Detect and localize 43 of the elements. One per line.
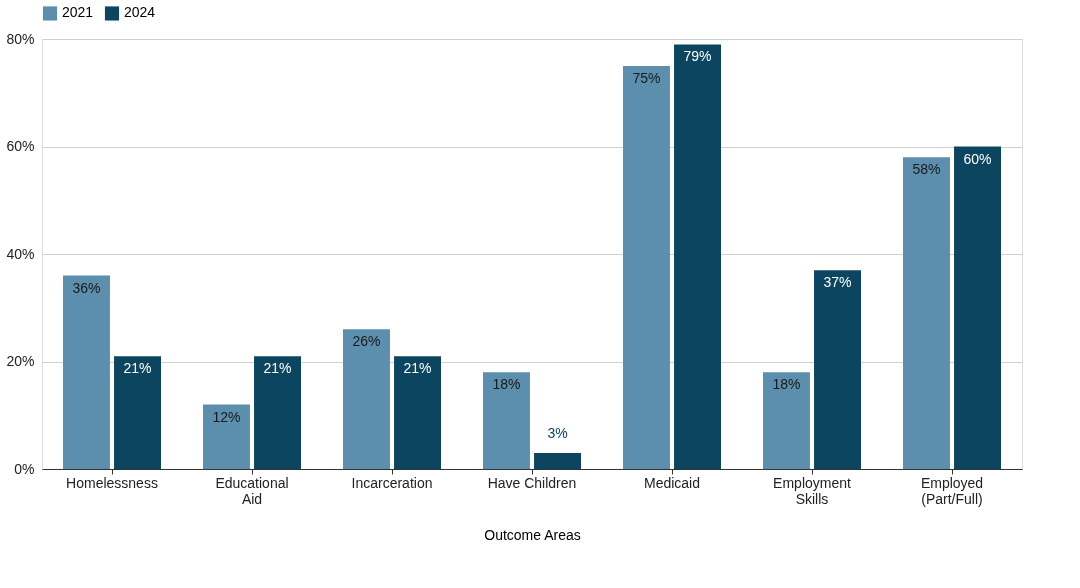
bar (114, 356, 161, 469)
y-tick-label: 40% (6, 245, 35, 262)
x-tick-label: Employed (Part/Full) (920, 474, 984, 507)
data-label: 3% (547, 424, 568, 441)
data-label: 26% (352, 333, 381, 350)
data-label: 37% (823, 274, 852, 291)
data-label: 18% (772, 376, 801, 393)
bar (343, 329, 390, 469)
data-label: 79% (683, 48, 712, 65)
x-tick-label: Incarceration (351, 474, 433, 491)
data-label: 60% (963, 150, 992, 167)
x-tick-label: Educational Aid (215, 474, 289, 507)
y-tick-label: 60% (6, 138, 35, 154)
data-label: 21% (403, 360, 432, 377)
legend-label: 2021 (62, 4, 94, 21)
bar (763, 372, 810, 469)
bar (814, 270, 861, 469)
bar (203, 404, 250, 469)
data-label: 12% (212, 408, 241, 425)
data-label: 58% (912, 161, 941, 178)
x-tick-label: Medicaid (643, 474, 701, 491)
y-tick-label: 20% (6, 353, 35, 369)
bar (674, 44, 721, 469)
bar (534, 452, 581, 469)
bar (394, 356, 441, 469)
data-label: 21% (123, 360, 152, 377)
bar (954, 146, 1001, 469)
legend-label: 2024 (124, 4, 156, 21)
y-tick-label: 80% (6, 30, 35, 47)
data-label: 18% (492, 376, 521, 393)
bar (63, 275, 110, 469)
x-tick-label: Homelessness (66, 474, 158, 491)
bar (483, 372, 530, 469)
bar (254, 356, 301, 469)
bar (623, 65, 670, 469)
x-tick-label: Have Children (487, 474, 577, 491)
y-tick-label: 0% (14, 460, 35, 477)
x-tick-label: Employment Skills (773, 474, 852, 507)
data-label: 75% (632, 69, 661, 86)
x-axis-title: Outcome Areas (484, 526, 581, 543)
data-label: 36% (72, 279, 101, 296)
bar (903, 157, 950, 469)
data-label: 21% (263, 360, 292, 377)
